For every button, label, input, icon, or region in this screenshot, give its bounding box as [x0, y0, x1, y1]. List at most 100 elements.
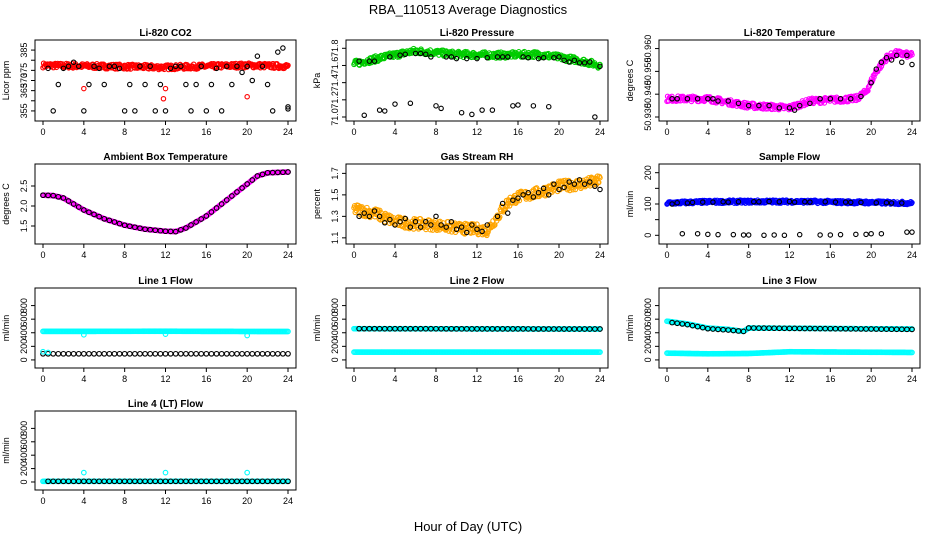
data-point	[807, 199, 813, 205]
series-black	[356, 325, 603, 332]
x-tick-label: 16	[825, 374, 835, 384]
data-point	[193, 350, 199, 357]
data-point	[786, 105, 793, 111]
panel-title: Line 1 Flow	[138, 276, 193, 287]
plot-frame	[34, 410, 297, 491]
data-point	[904, 52, 910, 59]
x-tick-label: 0	[664, 374, 669, 384]
data-point	[858, 199, 864, 206]
data-point	[485, 229, 491, 235]
data-point	[533, 185, 540, 191]
data-point	[469, 111, 475, 118]
data-point	[847, 96, 854, 102]
series-cyan-low	[351, 349, 603, 355]
data-point	[422, 218, 429, 225]
data-point	[484, 222, 490, 228]
data-point	[244, 93, 250, 100]
y-tick-label: 50.930	[643, 103, 653, 131]
x-tick-label: 20	[242, 250, 252, 260]
x-tick-label: 16	[513, 127, 523, 137]
y-tick-label: 200	[330, 339, 340, 354]
panel-title: Gas Stream RH	[441, 152, 514, 163]
data-point	[689, 199, 696, 206]
data-point	[234, 189, 240, 195]
data-point	[392, 101, 398, 107]
x-tick-label: 4	[392, 127, 397, 137]
data-point	[868, 230, 874, 237]
x-tick-label: 16	[825, 250, 835, 260]
x-tick-label: 24	[283, 374, 293, 384]
data-point	[244, 63, 250, 70]
x-tick-label: 8	[746, 374, 751, 384]
x-tick-label: 16	[201, 127, 211, 137]
data-point	[101, 350, 108, 357]
data-point	[535, 55, 542, 62]
plot-area	[351, 173, 603, 239]
data-point	[561, 57, 567, 64]
x-tick-label: 4	[392, 250, 397, 260]
data-point	[694, 96, 701, 102]
data-point	[438, 222, 444, 228]
data-point	[162, 108, 169, 114]
data-point	[223, 350, 230, 357]
y-tick-label: 200	[643, 339, 653, 354]
data-point	[837, 96, 844, 102]
data-point	[730, 231, 737, 238]
x-tick-label: 12	[160, 127, 170, 137]
data-point	[116, 350, 123, 357]
y-tick-label: 71.4	[330, 74, 340, 92]
data-point	[142, 81, 148, 88]
data-point	[581, 181, 588, 187]
data-point	[81, 108, 87, 114]
data-point	[715, 231, 721, 238]
plot-area	[351, 45, 603, 120]
data-point	[407, 100, 414, 107]
x-tick-label: 4	[705, 374, 710, 384]
data-point	[244, 350, 251, 357]
data-point	[376, 107, 383, 113]
plot-area	[351, 325, 603, 355]
data-point	[494, 213, 501, 220]
data-point	[776, 105, 783, 111]
data-point	[694, 230, 701, 237]
data-point	[484, 54, 490, 61]
data-point	[285, 478, 291, 485]
x-tick-label: 8	[433, 374, 438, 384]
data-point	[458, 109, 465, 116]
y-tick-label: 100	[643, 196, 653, 211]
data-point	[111, 350, 118, 357]
data-point	[121, 108, 128, 114]
data-point	[674, 96, 680, 102]
x-tick-label: 8	[746, 250, 751, 260]
data-point	[853, 231, 859, 238]
data-point	[669, 201, 675, 207]
data-point	[684, 96, 691, 102]
y-tick-label: 200	[19, 461, 29, 476]
data-point	[264, 350, 271, 357]
data-point	[551, 54, 557, 61]
data-point	[285, 169, 291, 175]
y-tick-label: 375	[19, 63, 29, 78]
data-point	[121, 350, 128, 357]
data-point	[566, 179, 572, 185]
data-point	[101, 81, 108, 88]
data-point	[474, 226, 480, 233]
data-point	[259, 63, 266, 70]
y-axis-label: degrees C	[625, 59, 635, 101]
x-tick-label: 0	[664, 127, 669, 137]
data-point	[530, 103, 537, 109]
data-point	[674, 199, 680, 206]
data-point	[581, 60, 588, 66]
x-tick-label: 4	[81, 374, 86, 384]
data-point	[80, 469, 87, 476]
data-point	[428, 54, 434, 60]
x-tick-label: 8	[122, 127, 127, 137]
x-tick-label: 4	[81, 127, 86, 137]
series-cyan	[40, 328, 291, 339]
data-point	[883, 54, 890, 61]
data-point	[183, 350, 189, 357]
x-tick-label: 12	[160, 496, 170, 506]
x-tick-label: 24	[907, 250, 917, 260]
data-point	[172, 63, 179, 70]
